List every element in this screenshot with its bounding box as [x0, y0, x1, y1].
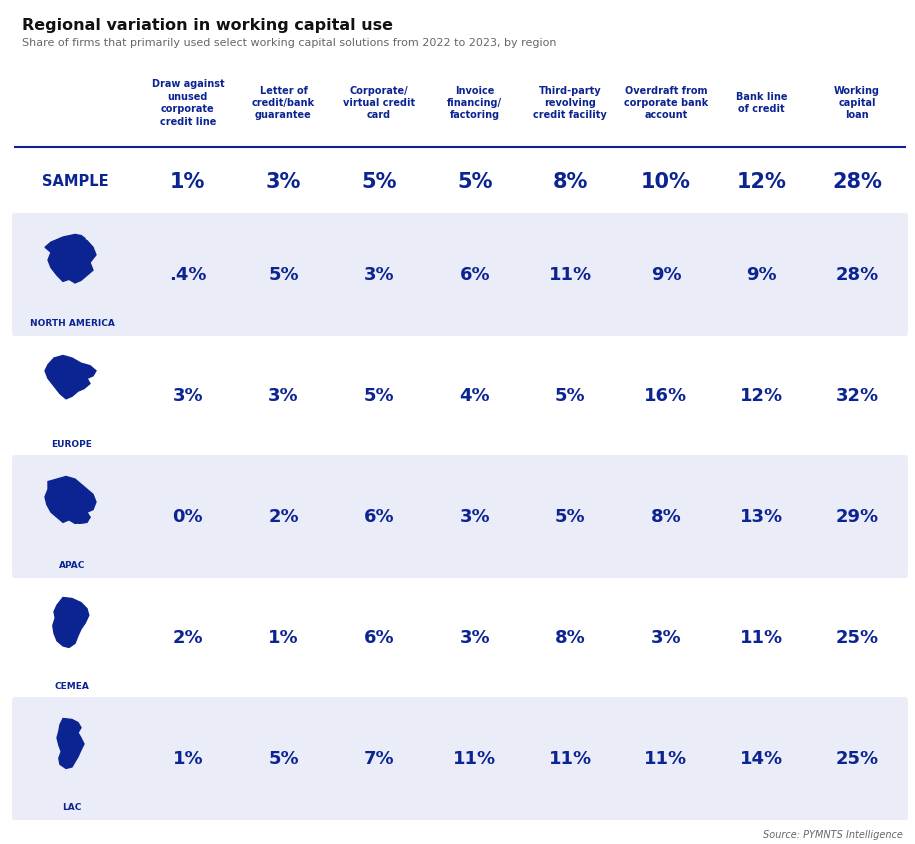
Polygon shape [53, 598, 89, 647]
Text: 8%: 8% [554, 629, 586, 647]
Text: 8%: 8% [553, 171, 588, 192]
Text: Letter of
credit/bank
guarantee: Letter of credit/bank guarantee [252, 85, 315, 120]
Text: 9%: 9% [747, 266, 777, 284]
Text: 5%: 5% [555, 387, 586, 405]
Text: 0%: 0% [173, 508, 203, 526]
Text: 3%: 3% [459, 629, 490, 647]
Text: 1%: 1% [170, 171, 206, 192]
Text: 25%: 25% [835, 749, 878, 767]
Text: 2%: 2% [173, 629, 203, 647]
FancyBboxPatch shape [12, 697, 908, 820]
Text: .4%: .4% [169, 266, 207, 284]
Text: 3%: 3% [173, 387, 203, 405]
Text: 12%: 12% [737, 171, 787, 192]
Text: CEMEA: CEMEA [55, 681, 90, 690]
Text: 7%: 7% [364, 749, 394, 767]
Text: 6%: 6% [364, 629, 394, 647]
Text: Corporate/
virtual credit
card: Corporate/ virtual credit card [343, 85, 415, 120]
Text: 1%: 1% [173, 749, 203, 767]
Text: LAC: LAC [62, 802, 81, 811]
Text: Overdraft from
corporate bank
account: Overdraft from corporate bank account [624, 85, 708, 120]
Text: 3%: 3% [364, 266, 394, 284]
Text: 5%: 5% [555, 508, 586, 526]
Text: 5%: 5% [457, 171, 492, 192]
Text: 28%: 28% [833, 171, 882, 192]
Text: 5%: 5% [268, 266, 299, 284]
Text: 3%: 3% [651, 629, 682, 647]
Text: 12%: 12% [740, 387, 783, 405]
Text: 11%: 11% [549, 266, 592, 284]
Polygon shape [45, 235, 96, 284]
Text: Draw against
unused
corporate
credit line: Draw against unused corporate credit lin… [152, 79, 224, 127]
Text: 29%: 29% [835, 508, 878, 526]
Polygon shape [45, 477, 96, 524]
Text: 6%: 6% [459, 266, 490, 284]
Text: 3%: 3% [459, 508, 490, 526]
Text: 16%: 16% [644, 387, 687, 405]
Text: 3%: 3% [265, 171, 301, 192]
Text: 25%: 25% [835, 629, 878, 647]
Text: 11%: 11% [644, 749, 687, 767]
Text: 13%: 13% [740, 508, 783, 526]
Text: NORTH AMERICA: NORTH AMERICA [29, 319, 114, 327]
Text: Share of firms that primarily used select working capital solutions from 2022 to: Share of firms that primarily used selec… [22, 38, 556, 48]
Text: Source: PYMNTS Intelligence: Source: PYMNTS Intelligence [763, 829, 903, 839]
Text: 1%: 1% [268, 629, 299, 647]
Text: Regional variation in working capital use: Regional variation in working capital us… [22, 18, 393, 33]
Text: EUROPE: EUROPE [51, 440, 92, 448]
Text: SAMPLE: SAMPLE [42, 174, 108, 189]
Text: Third-party
revolving
credit facility: Third-party revolving credit facility [533, 85, 608, 120]
Text: Bank line
of credit: Bank line of credit [736, 92, 787, 114]
Text: 5%: 5% [268, 749, 299, 767]
Text: 11%: 11% [453, 749, 496, 767]
Text: 14%: 14% [740, 749, 783, 767]
Polygon shape [45, 356, 96, 399]
Text: 4%: 4% [459, 387, 490, 405]
Polygon shape [75, 514, 90, 524]
Text: 3%: 3% [268, 387, 299, 405]
FancyBboxPatch shape [12, 456, 908, 578]
Text: Working
capital
loan: Working capital loan [834, 85, 880, 120]
Text: 9%: 9% [651, 266, 682, 284]
Polygon shape [75, 235, 85, 241]
Text: 5%: 5% [364, 387, 394, 405]
Text: APAC: APAC [59, 560, 85, 570]
Text: 32%: 32% [835, 387, 878, 405]
Text: 11%: 11% [549, 749, 592, 767]
Text: 2%: 2% [268, 508, 299, 526]
Text: 8%: 8% [651, 508, 682, 526]
Text: 10%: 10% [641, 171, 691, 192]
Text: 6%: 6% [364, 508, 394, 526]
FancyBboxPatch shape [12, 214, 908, 337]
Text: Invoice
financing/
factoring: Invoice financing/ factoring [447, 85, 502, 120]
Text: 11%: 11% [740, 629, 783, 647]
Text: 5%: 5% [361, 171, 397, 192]
Text: 28%: 28% [835, 266, 878, 284]
Polygon shape [57, 718, 84, 769]
